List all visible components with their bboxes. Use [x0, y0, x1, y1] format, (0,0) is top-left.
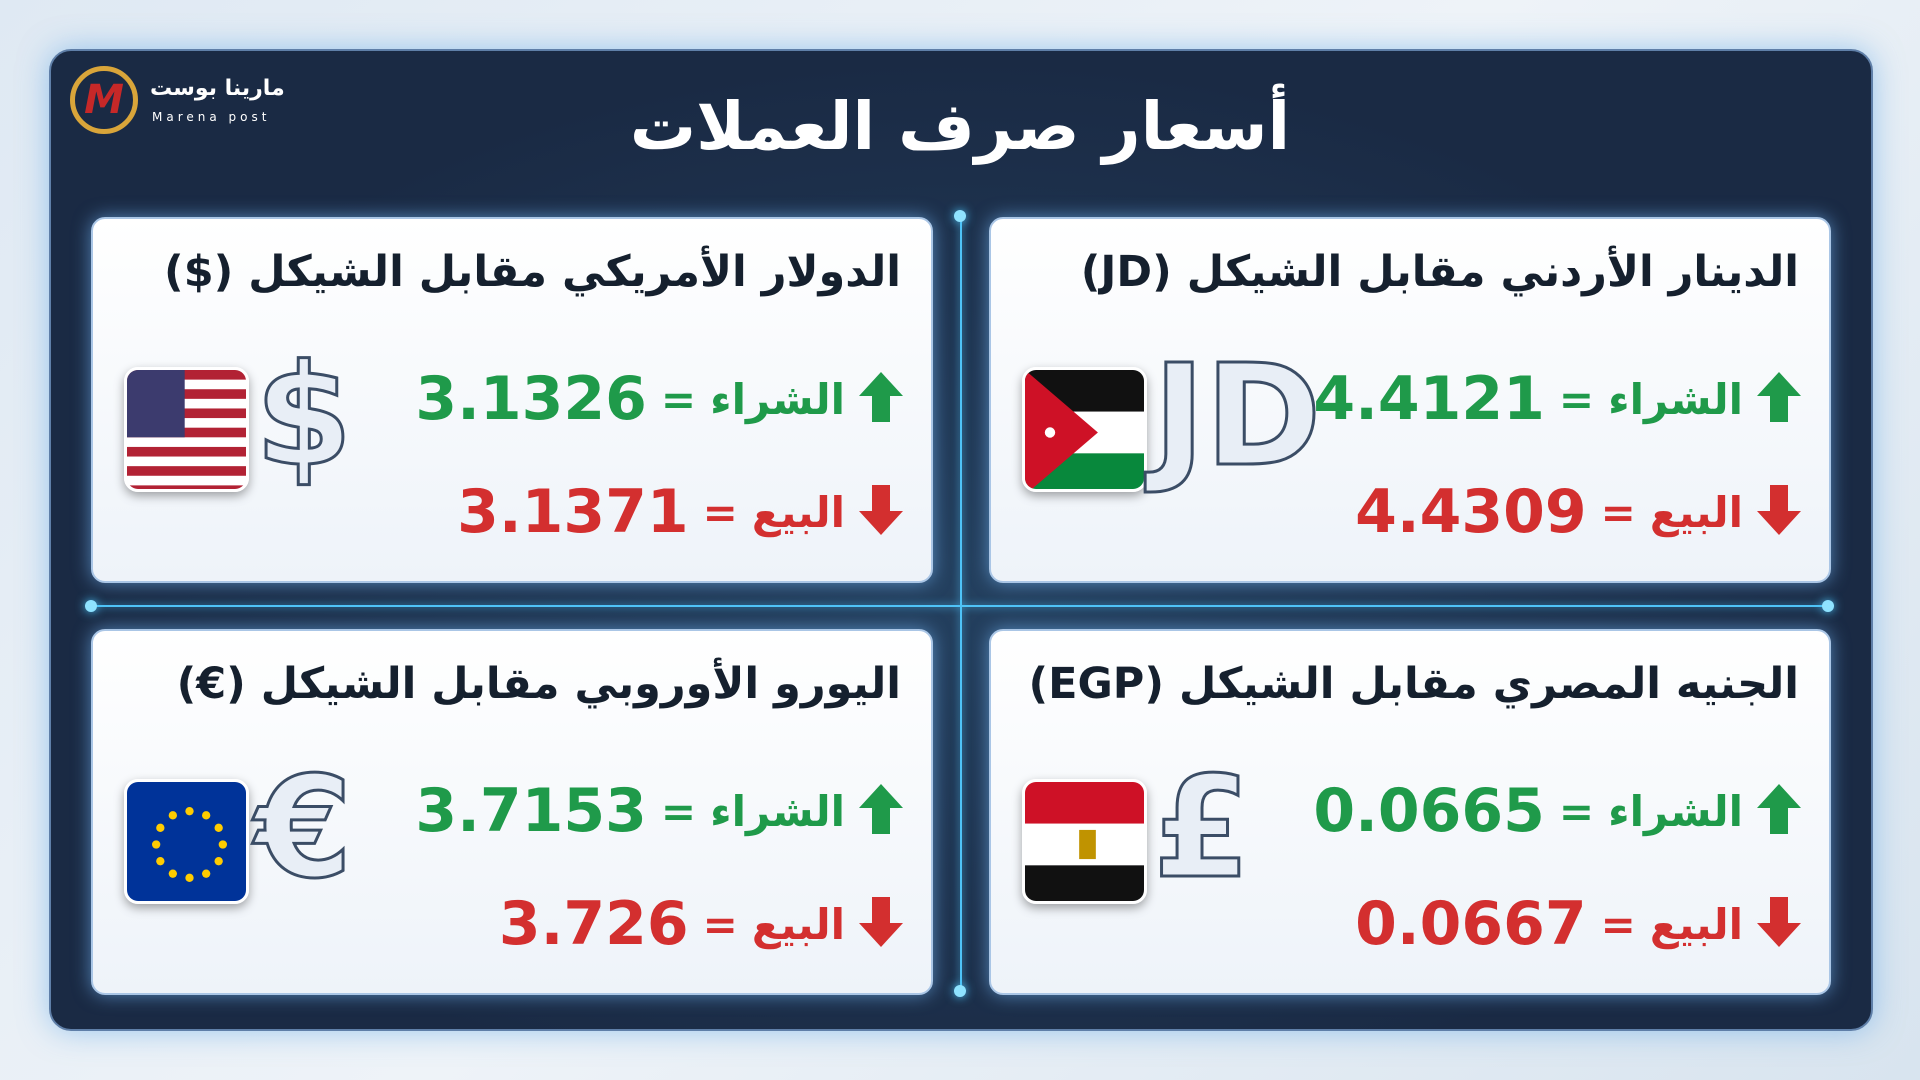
- sell-arrow: [1757, 897, 1801, 951]
- dot: [954, 985, 966, 997]
- currency-symbol: €: [253, 747, 353, 910]
- currency-card: الدينار الأردني مقابل الشيكل (JD) JD الشرا…: [989, 217, 1831, 583]
- sell-label: البيع: [1649, 487, 1743, 537]
- flag: [124, 779, 249, 904]
- buy-label: الشراء: [1608, 786, 1743, 836]
- card-title: الدولار الأمريكي مقابل الشيكل ($): [164, 247, 901, 297]
- sell-value: 0.0667: [1355, 889, 1587, 959]
- dot: [954, 210, 966, 222]
- logo-icon: M: [70, 66, 138, 134]
- currency-card: الدولار الأمريكي مقابل الشيكل ($) $ الشراء…: [91, 217, 933, 583]
- sell-arrow: [859, 897, 903, 951]
- logo-sub: Marena post: [152, 110, 271, 124]
- equals-sign: =: [1558, 786, 1595, 836]
- dot: [85, 600, 97, 612]
- sell-value: 3.726: [498, 889, 689, 959]
- currency-symbol: JD: [1151, 335, 1322, 498]
- card-title: الجنيه المصري مقابل الشيكل (EGP): [1028, 659, 1799, 709]
- equals-sign: =: [660, 786, 697, 836]
- buy-row: الشراء = 3.7153: [415, 776, 903, 846]
- buy-value: 4.4121: [1313, 364, 1545, 434]
- currency-symbol: $: [253, 335, 353, 498]
- buy-row: الشراء = 3.1326: [415, 364, 903, 434]
- separator: [90, 605, 1830, 607]
- sell-value: 3.1371: [457, 477, 689, 547]
- sell-row: البيع = 4.4309: [1355, 477, 1801, 547]
- buy-label: الشراء: [1608, 374, 1743, 424]
- equals-sign: =: [660, 374, 697, 424]
- sell-arrow: [1757, 485, 1801, 539]
- flag: [1022, 779, 1147, 904]
- buy-arrow: [859, 372, 903, 426]
- sell-row: البيع = 3.1371: [457, 477, 903, 547]
- currency-card: الجنيه المصري مقابل الشيكل (EGP) £ الشراء =…: [989, 629, 1831, 995]
- buy-row: الشراء = 0.0665: [1313, 776, 1801, 846]
- buy-value: 3.7153: [415, 776, 647, 846]
- card-title: الدينار الأردني مقابل الشيكل (JD): [1080, 247, 1799, 297]
- logo-name: مارينا بوست: [150, 76, 285, 101]
- equals-sign: =: [1600, 487, 1636, 537]
- equals-sign: =: [702, 487, 738, 537]
- buy-arrow: [859, 784, 903, 838]
- sell-row: البيع = 0.0667: [1355, 889, 1801, 959]
- sell-row: البيع = 3.726: [499, 889, 903, 959]
- equals-sign: =: [702, 899, 738, 949]
- page-title: أسعار صرف العملات: [629, 88, 1291, 165]
- buy-row: الشراء = 4.4121: [1313, 364, 1801, 434]
- currency-card: اليورو الأوروبي مقابل الشيكل (€) € الشراء =…: [91, 629, 933, 995]
- card-title: اليورو الأوروبي مقابل الشيكل (€): [176, 659, 901, 709]
- equals-sign: =: [1600, 899, 1636, 949]
- buy-value: 0.0665: [1313, 776, 1545, 846]
- buy-label: الشراء: [710, 786, 845, 836]
- flag: [1022, 367, 1147, 492]
- sell-label: البيع: [751, 487, 845, 537]
- sell-arrow: [859, 485, 903, 539]
- equals-sign: =: [1558, 374, 1595, 424]
- sell-value: 4.4309: [1355, 477, 1587, 547]
- flag: [124, 367, 249, 492]
- currency-symbol: £: [1151, 747, 1251, 910]
- dot: [1822, 600, 1834, 612]
- buy-arrow: [1757, 784, 1801, 838]
- buy-arrow: [1757, 372, 1801, 426]
- buy-label: الشراء: [710, 374, 845, 424]
- sell-label: البيع: [751, 899, 845, 949]
- sell-label: البيع: [1649, 899, 1743, 949]
- buy-value: 3.1326: [415, 364, 647, 434]
